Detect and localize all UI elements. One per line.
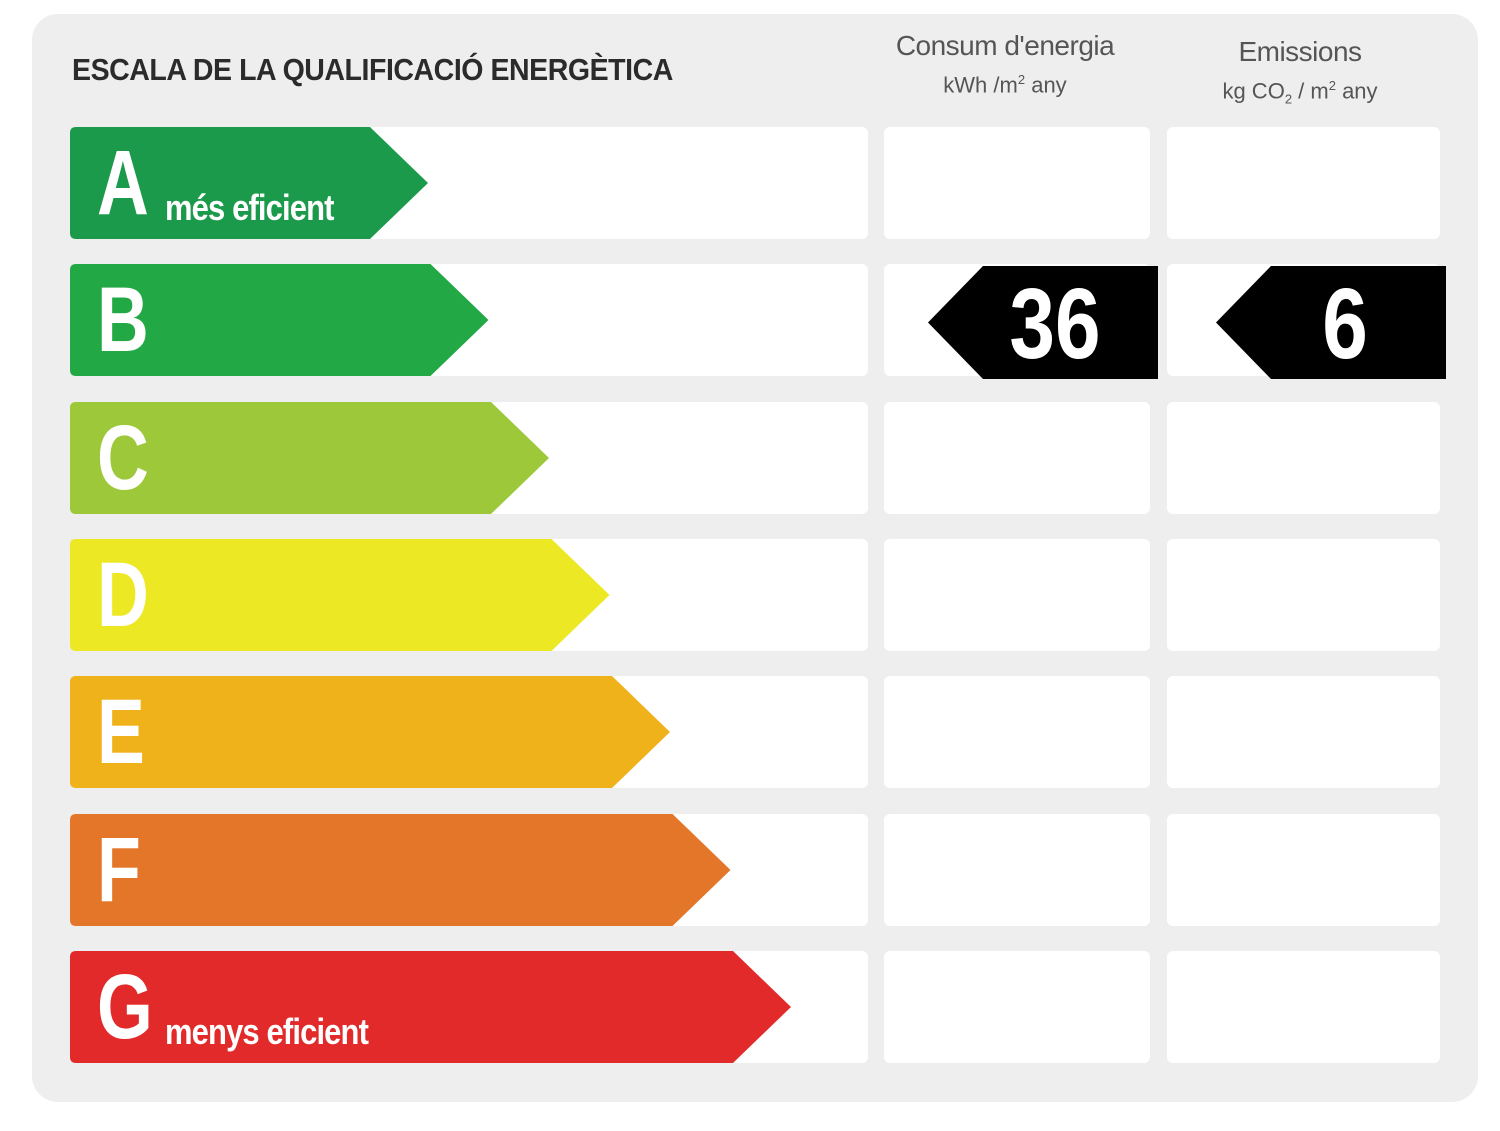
energy-column-header: Consum d'energia kWh /m2 any — [880, 30, 1130, 98]
energy-rating-value: 36 — [1009, 268, 1101, 381]
energy-value-cell — [884, 538, 1150, 651]
emissions-value-cell — [1167, 950, 1440, 1063]
emissions-value-cell — [1167, 676, 1440, 789]
emissions-value-cell — [1167, 401, 1440, 514]
rating-row-f: F — [0, 813, 1500, 927]
rating-arrow-d — [70, 538, 610, 651]
rating-arrow-e — [70, 676, 670, 789]
rating-letter: E — [97, 681, 145, 784]
rating-row-b: B 36 6 — [0, 264, 1500, 381]
rating-sublabel: més eficient — [165, 187, 335, 228]
rating-arrow-f — [70, 813, 731, 926]
rating-arrow-g — [70, 950, 791, 1063]
rating-row-e: E — [0, 676, 1500, 789]
emissions-value-cell — [1167, 127, 1440, 239]
rating-arrow-a — [70, 127, 428, 239]
emissions-column-title: Emissions — [1238, 36, 1362, 67]
rating-arrow-b — [70, 264, 489, 377]
rating-letter: F — [97, 818, 141, 921]
energy-column-unit: kWh /m2 any — [943, 72, 1067, 98]
energy-value-cell — [884, 813, 1150, 926]
energy-value-cell — [884, 950, 1150, 1063]
energy-column-title: Consum d'energia — [895, 30, 1115, 61]
rating-letter: B — [97, 269, 149, 372]
rating-row-d: D — [0, 538, 1500, 652]
energy-value-cell — [884, 127, 1150, 239]
rating-letter: G — [97, 955, 153, 1058]
emissions-column-unit: kg CO2 / m2 any — [1222, 78, 1378, 107]
label-title: ESCALA DE LA QUALIFICACIÓ ENERGÈTICA — [72, 52, 673, 87]
emissions-rating-marker — [1216, 266, 1446, 380]
rating-letter: C — [97, 406, 149, 509]
rating-arrow-c — [70, 401, 549, 514]
rating-letter: A — [97, 132, 149, 234]
energy-value-cell — [884, 401, 1150, 514]
emissions-value-cell — [1167, 813, 1440, 926]
rating-letter: D — [97, 543, 149, 646]
emissions-rating-value: 6 — [1322, 268, 1368, 381]
rating-row-c: C — [0, 401, 1500, 515]
emissions-column-header: Emissions kg CO2 / m2 any — [1170, 36, 1430, 107]
energy-rating-marker — [928, 266, 1158, 380]
rating-sublabel: menys eficient — [165, 1010, 369, 1052]
energy-value-cell — [884, 676, 1150, 789]
emissions-value-cell — [1167, 538, 1440, 651]
